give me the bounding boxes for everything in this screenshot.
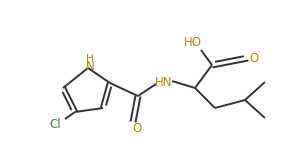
Text: N: N (86, 61, 94, 73)
Text: Cl: Cl (49, 119, 61, 132)
Text: O: O (249, 51, 259, 64)
Text: HO: HO (184, 37, 202, 50)
Text: O: O (132, 123, 142, 135)
Text: HN: HN (155, 75, 173, 89)
Text: H: H (86, 54, 94, 64)
